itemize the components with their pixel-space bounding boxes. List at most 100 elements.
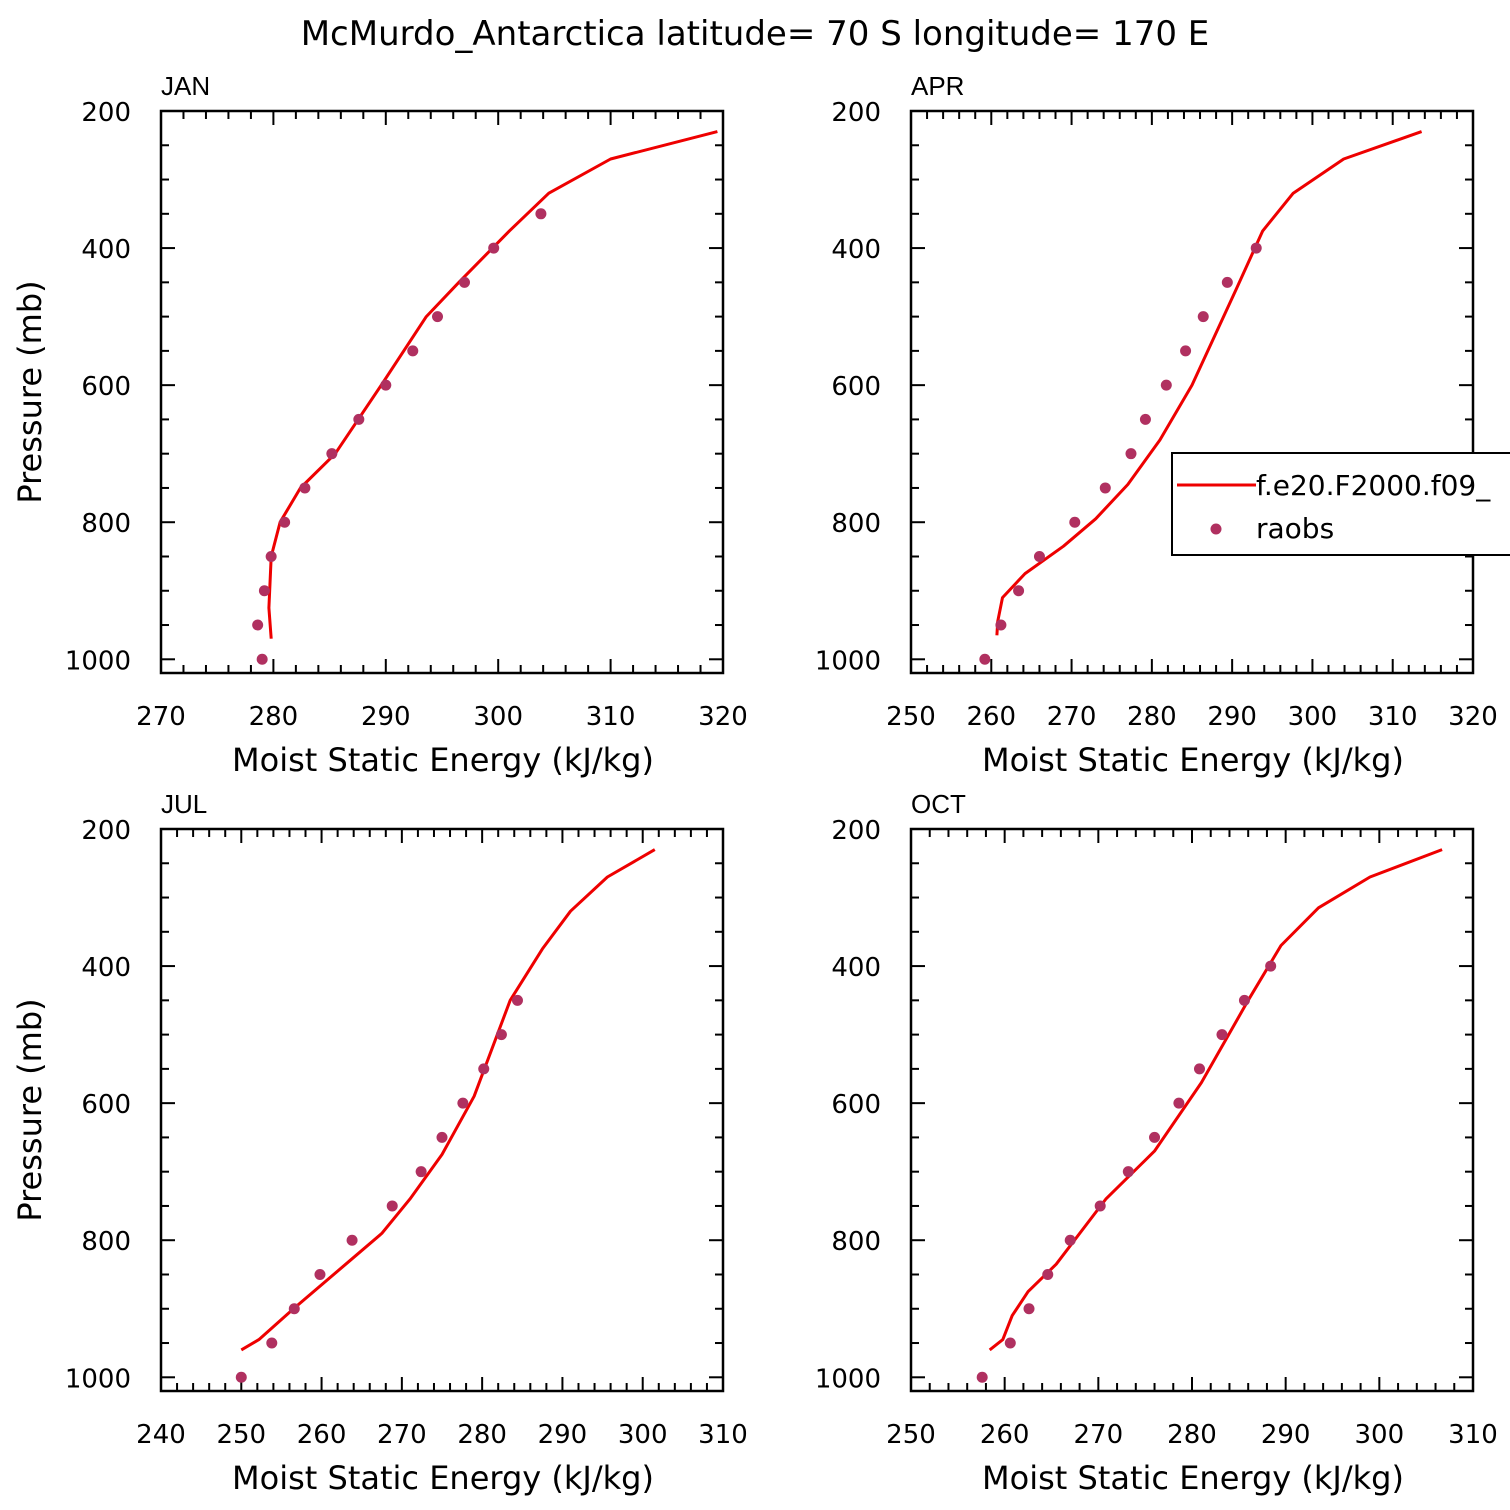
- x-tick-label: 260: [980, 1420, 1030, 1450]
- raobs-point: [353, 413, 365, 425]
- x-tick-label: 310: [698, 1420, 748, 1450]
- panels: JAN 270 280 290 300 310 320 200 400 600 800 1000 Moi…: [11, 71, 1510, 1497]
- raobs-point: [235, 1371, 247, 1383]
- x-axis-title: Moist Static Energy (kJ/kg): [232, 741, 654, 779]
- raobs-point: [457, 1097, 469, 1109]
- raobs-point: [432, 311, 444, 323]
- model-line: [995, 130, 1423, 636]
- legend-line-label: f.e20.F2000.f09_: [1256, 469, 1491, 502]
- raobs-point: [1250, 242, 1262, 254]
- x-tick-label: 270: [1047, 702, 1097, 732]
- raobs-point: [299, 482, 311, 494]
- chart-title: McMurdo_Antarctica latitude= 70 S longit…: [301, 14, 1210, 54]
- x-tick-label: 270: [377, 1420, 427, 1450]
- plot-frame: [159, 827, 725, 1393]
- plot-area: [235, 848, 656, 1383]
- raobs-point: [495, 1029, 507, 1041]
- x-tick-label: 250: [216, 1420, 266, 1450]
- x-tick-label: 280: [1167, 1420, 1217, 1450]
- y-tick-label: 1000: [65, 1364, 131, 1394]
- y-tick-label: 400: [81, 953, 131, 983]
- panel-label: JAN: [161, 71, 210, 101]
- x-tick-label: 320: [698, 702, 748, 732]
- legend-marker-label: raobs: [1256, 512, 1334, 545]
- raobs-point: [1139, 413, 1151, 425]
- x-tick-label: 290: [538, 1420, 588, 1450]
- raobs-point: [1013, 585, 1025, 597]
- raobs-point: [415, 1166, 427, 1178]
- x-tick-label: 250: [886, 702, 936, 732]
- raobs-point: [478, 1063, 490, 1075]
- legend-box: [1171, 452, 1510, 556]
- panel-oct: OCT 250 260 270 280 290 300 310 200 400 600 800 1000…: [815, 789, 1498, 1497]
- raobs-point: [458, 276, 470, 288]
- raobs-point: [1042, 1268, 1054, 1280]
- x-tick-label: 310: [1368, 702, 1418, 732]
- raobs-point: [1094, 1200, 1106, 1212]
- plot-frame: [909, 827, 1475, 1393]
- plot-frame: [909, 109, 1475, 675]
- raobs-point: [1160, 379, 1172, 391]
- legend: f.e20.F2000.f09_raobs: [1171, 452, 1510, 556]
- y-tick-label: 600: [831, 1090, 881, 1120]
- raobs-point: [1216, 1029, 1228, 1041]
- x-tick-label: 270: [1074, 1420, 1124, 1450]
- x-tick-label: 240: [136, 1420, 186, 1450]
- y-axis-title: Pressure (mb): [11, 280, 49, 503]
- raobs-point: [279, 516, 291, 528]
- x-tick-label: 300: [473, 702, 523, 732]
- x-tick-label: 300: [1288, 702, 1338, 732]
- x-tick-label: 260: [297, 1420, 347, 1450]
- x-axis-title: Moist Static Energy (kJ/kg): [982, 1459, 1404, 1497]
- raobs-point: [995, 619, 1007, 631]
- raobs-point: [436, 1131, 448, 1143]
- raobs-point: [1149, 1131, 1161, 1143]
- plot-frame: [159, 109, 725, 675]
- y-tick-label: 800: [831, 1227, 881, 1257]
- y-tick-label: 600: [831, 372, 881, 402]
- raobs-point: [1023, 1303, 1035, 1315]
- raobs-point: [380, 379, 392, 391]
- raobs-point: [314, 1268, 326, 1280]
- y-tick-label: 800: [81, 509, 131, 539]
- y-tick-label: 400: [831, 235, 881, 265]
- y-tick-label: 600: [81, 372, 131, 402]
- raobs-point: [979, 653, 991, 665]
- raobs-point: [976, 1371, 988, 1383]
- y-tick-label: 1000: [65, 646, 131, 676]
- x-tick-label: 290: [1261, 1420, 1311, 1450]
- raobs-point: [252, 619, 264, 631]
- raobs-point: [288, 1303, 300, 1315]
- panel-apr: APR 250 260 270 280 290 300 310 320 200 400 600 800 1…: [815, 71, 1510, 779]
- raobs-point: [1221, 276, 1233, 288]
- raobs-point: [1033, 550, 1045, 562]
- model-line: [240, 848, 656, 1352]
- y-tick-label: 800: [831, 509, 881, 539]
- x-tick-label: 280: [249, 702, 299, 732]
- x-tick-label: 290: [361, 702, 411, 732]
- y-tick-label: 600: [81, 1090, 131, 1120]
- panel-label: APR: [911, 71, 964, 101]
- y-axis-title: Pressure (mb): [11, 998, 49, 1221]
- y-tick-label: 200: [831, 98, 881, 128]
- model-line: [988, 848, 1443, 1352]
- raobs-point: [1069, 516, 1081, 528]
- x-tick-label: 320: [1448, 702, 1498, 732]
- raobs-point: [258, 585, 270, 597]
- raobs-point: [346, 1234, 358, 1246]
- x-tick-label: 280: [457, 1420, 507, 1450]
- plot-area: [976, 848, 1443, 1383]
- raobs-point: [265, 550, 277, 562]
- x-tick-label: 300: [618, 1420, 668, 1450]
- raobs-point: [1180, 345, 1192, 357]
- y-tick-label: 400: [81, 235, 131, 265]
- raobs-point: [266, 1337, 278, 1349]
- raobs-point: [1265, 960, 1277, 972]
- raobs-point: [1099, 482, 1111, 494]
- raobs-point: [1173, 1097, 1185, 1109]
- x-tick-label: 260: [966, 702, 1016, 732]
- panel-label: JUL: [161, 789, 207, 819]
- x-tick-label: 280: [1127, 702, 1177, 732]
- y-tick-label: 200: [81, 98, 131, 128]
